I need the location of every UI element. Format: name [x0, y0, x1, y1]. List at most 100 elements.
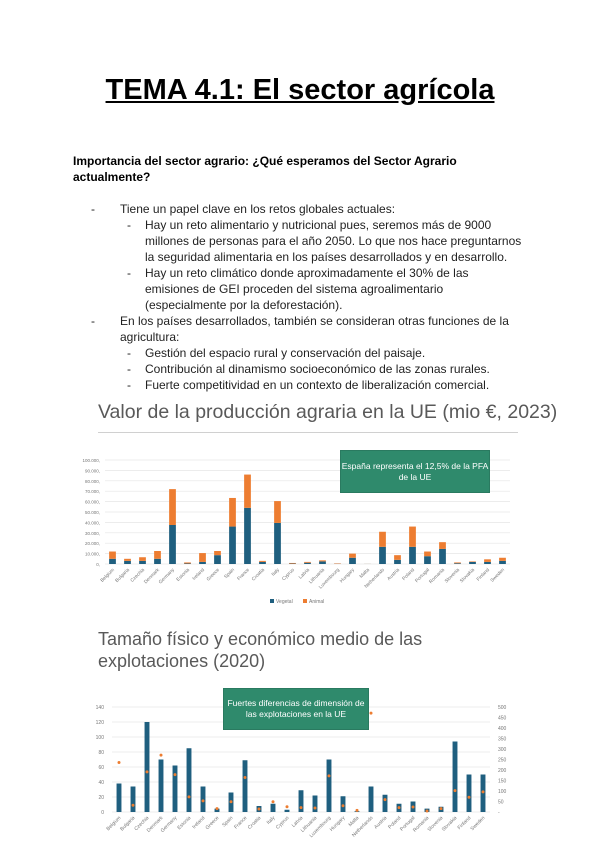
- point: [146, 770, 149, 773]
- y-tick-label: 90.000,: [85, 468, 100, 473]
- bar-animal: [349, 554, 356, 558]
- bar-animal: [379, 532, 386, 547]
- page-title: TEMA 4.1: El sector agrícola: [0, 74, 600, 107]
- bullet-dash: -: [127, 361, 131, 377]
- y-right-tick-label: 350: [498, 737, 507, 743]
- x-tick-label: Italy: [270, 567, 281, 578]
- bullet-dash: -: [127, 265, 131, 281]
- y-right-tick-label: 300: [498, 747, 507, 753]
- chart1-title-rule: [98, 432, 518, 433]
- bar: [327, 760, 332, 813]
- y-right-tick-label: 450: [498, 716, 507, 722]
- bullet-text: Gestión del espacio rural y conservación…: [145, 345, 525, 361]
- x-tick-label: Slovakia: [441, 815, 459, 833]
- chart1-callout: España representa el 12,5% de la PFA de …: [340, 450, 490, 493]
- bar-vegetal: [229, 527, 236, 564]
- bar-vegetal: [379, 547, 386, 564]
- bar-animal: [214, 551, 221, 555]
- bar: [285, 810, 290, 812]
- bar-animal: [139, 557, 146, 561]
- bar-animal: [484, 559, 491, 562]
- x-tick-label: Sweden: [469, 815, 486, 832]
- bullet-text: Contribución al dinamismo socioeconómico…: [145, 361, 525, 377]
- bar-animal: [409, 527, 416, 547]
- point: [258, 808, 261, 811]
- y-tick-label: 80.000,: [85, 479, 100, 484]
- x-tick-label: Greece: [206, 567, 222, 583]
- x-tick-label: Slovenia: [444, 567, 461, 584]
- x-tick-label: Croatia: [247, 815, 263, 831]
- bar-vegetal: [499, 561, 506, 564]
- point: [118, 761, 121, 764]
- point: [398, 806, 401, 809]
- chart2-callout: Fuertes diferencias de dimensión de las …: [223, 688, 369, 730]
- point: [272, 800, 275, 803]
- x-tick-label: Spain: [223, 567, 236, 580]
- y-right-tick-label: 500: [498, 705, 507, 711]
- y-tick-label: 100.000,: [82, 458, 100, 463]
- bar: [369, 787, 374, 813]
- bar-animal: [229, 498, 236, 527]
- bar: [187, 748, 192, 812]
- bar-animal: [169, 489, 176, 525]
- bar: [201, 787, 206, 813]
- y-tick-label: 50.000,: [85, 510, 100, 515]
- bullet-text: Tiene un papel clave en los retos global…: [120, 201, 520, 217]
- x-tick-label: Ireland: [191, 815, 206, 830]
- point: [216, 807, 219, 810]
- y-tick-label: 70.000,: [85, 489, 100, 494]
- y-left-tick-label: 0: [101, 810, 104, 816]
- y-right-tick-label: 400: [498, 726, 507, 732]
- legend-label: Vegetal: [276, 599, 293, 605]
- point: [174, 773, 177, 776]
- bar: [467, 775, 472, 813]
- x-tick-label: France: [233, 815, 248, 830]
- bar: [131, 787, 136, 813]
- bar-vegetal: [484, 562, 491, 564]
- bullet-text: Hay un reto alimentario y nutricional pu…: [145, 217, 525, 265]
- bar-vegetal: [319, 561, 326, 564]
- bullet-dash: -: [127, 345, 131, 361]
- x-tick-label: Cyprus: [281, 567, 296, 582]
- point: [426, 809, 429, 812]
- section-heading: Importancia del sector agrario: ¿Qué esp…: [73, 153, 513, 185]
- point: [356, 809, 359, 812]
- bar: [271, 804, 276, 812]
- bar: [117, 784, 122, 813]
- x-tick-label: Malta: [358, 567, 371, 580]
- point: [314, 807, 317, 810]
- y-right-tick-label: 150: [498, 779, 507, 785]
- y-right-tick-label: -: [498, 810, 500, 816]
- x-tick-label: Greece: [205, 815, 221, 831]
- bar: [453, 742, 458, 813]
- x-tick-label: Austria: [373, 815, 388, 830]
- bar-vegetal: [439, 549, 446, 564]
- legend-swatch: [303, 599, 307, 603]
- y-tick-label: 20.000,: [85, 541, 100, 546]
- bar-animal: [424, 552, 431, 557]
- bar-animal: [454, 562, 461, 563]
- x-tick-label: Romania: [428, 567, 446, 585]
- x-tick-label: Hungary: [329, 815, 347, 833]
- point: [440, 807, 443, 810]
- chart1-production-value: 0,10.000,20.000,30.000,40.000,50.000,60.…: [0, 440, 600, 640]
- bar-animal: [154, 551, 161, 559]
- bar-vegetal: [469, 562, 476, 564]
- bar-vegetal: [199, 562, 206, 564]
- y-tick-label: 10.000,: [85, 552, 100, 557]
- x-tick-label: Belgium: [99, 567, 116, 584]
- bar-animal: [244, 475, 251, 508]
- x-tick-label: Ireland: [191, 567, 206, 582]
- bar-animal: [499, 558, 506, 561]
- bar-animal: [274, 501, 281, 523]
- y-tick-label: 0,: [96, 562, 100, 567]
- bar-vegetal: [274, 523, 281, 564]
- bullet-text: Fuerte competitividad en un contexto de …: [145, 377, 525, 393]
- x-tick-label: Cyprus: [275, 815, 291, 831]
- point: [328, 774, 331, 777]
- x-tick-label: Bulgaria: [114, 567, 131, 584]
- bar-vegetal: [124, 561, 131, 564]
- y-right-tick-label: 250: [498, 758, 507, 764]
- y-tick-label: 40.000,: [85, 520, 100, 525]
- bullet-dash: -: [91, 313, 95, 329]
